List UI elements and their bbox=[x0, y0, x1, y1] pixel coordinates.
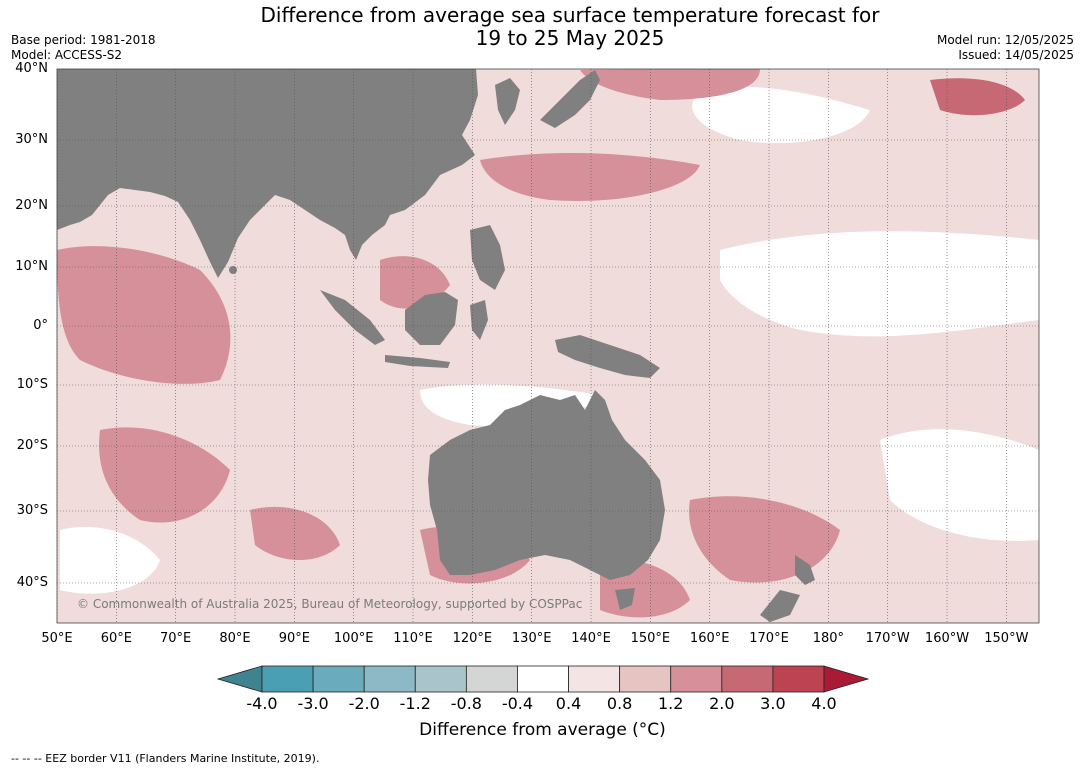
land-new-guinea bbox=[555, 335, 660, 378]
anomaly-zone-pink-south-central bbox=[250, 506, 340, 560]
longitude-label: 150°W bbox=[984, 631, 1029, 646]
colorbar-tick-label: -3.0 bbox=[297, 694, 329, 713]
colorbar-tick-label: 0.8 bbox=[606, 694, 633, 713]
eez-footnote: -- -- -- EEZ border V11 (Flanders Marine… bbox=[11, 752, 320, 765]
land-asia bbox=[57, 69, 478, 278]
land-sri-lanka bbox=[229, 266, 237, 274]
colorbar-bin bbox=[261, 665, 314, 693]
colorbar-tick-label: 3.0 bbox=[760, 694, 786, 713]
latitude-label: 10°S bbox=[16, 377, 48, 392]
longitude-label: 180° bbox=[812, 631, 845, 646]
latitude-label: 20°S bbox=[16, 438, 48, 453]
title-line-1: Difference from average sea surface temp… bbox=[260, 3, 880, 27]
anomaly-zone-pink-north-pacific bbox=[480, 153, 700, 201]
longitude-label: 120°E bbox=[452, 631, 493, 646]
colorbar-bin bbox=[465, 665, 518, 693]
colorbar-extend-low bbox=[216, 665, 263, 693]
anomaly-zone-pink-indian bbox=[57, 246, 231, 384]
colorbar-tick-label: 1.2 bbox=[657, 694, 684, 713]
longitude-label: 110°E bbox=[393, 631, 433, 646]
longitude-label: 50°E bbox=[41, 631, 73, 646]
anomaly-zone-white-equatorial bbox=[720, 231, 1039, 337]
issued-date: Issued: 14/05/2025 bbox=[958, 48, 1074, 62]
land-masses bbox=[57, 69, 815, 622]
land-honshu bbox=[540, 70, 600, 128]
latitude-label: 40°N bbox=[15, 61, 48, 76]
model-name: Model: ACCESS-S2 bbox=[11, 48, 123, 62]
land-nz-south bbox=[760, 590, 800, 622]
longitude-label: 140°E bbox=[571, 631, 611, 646]
longitude-label: 60°E bbox=[100, 631, 132, 646]
longitude-label: 90°E bbox=[278, 631, 310, 646]
base-period: Base period: 1981-2018 bbox=[11, 33, 156, 47]
latitude-label: 0° bbox=[33, 318, 48, 333]
colorbar-bin bbox=[670, 665, 723, 693]
colorbar-bin bbox=[312, 665, 365, 693]
longitude-label: 170°E bbox=[749, 631, 789, 646]
land-nz-north bbox=[795, 555, 815, 585]
colorbar-extend-high bbox=[823, 665, 870, 693]
land-australia bbox=[428, 390, 665, 580]
copyright-notice: © Commonwealth of Australia 2025, Bureau… bbox=[77, 597, 583, 611]
colorbar-bin bbox=[517, 665, 569, 693]
colorbar bbox=[216, 665, 870, 693]
latitude-label: 30°S bbox=[16, 503, 48, 518]
map-frame bbox=[56, 68, 1040, 624]
anomaly-zone-white-south-indian bbox=[60, 526, 160, 594]
colorbar-bin bbox=[619, 665, 672, 693]
colorbar-tick-label: -4.0 bbox=[246, 694, 278, 713]
land-borneo bbox=[405, 292, 458, 345]
longitude-label: 160°W bbox=[924, 631, 970, 646]
latitude-label: 10°N bbox=[15, 259, 48, 274]
land-java bbox=[385, 355, 450, 368]
colorbar-bin bbox=[721, 665, 774, 693]
title-line-2: 19 to 25 May 2025 bbox=[475, 26, 665, 50]
model-info: Base period: 1981-2018 Model: ACCESS-S2 bbox=[11, 33, 156, 63]
colorbar-tick-label: 4.0 bbox=[811, 694, 837, 713]
colorbar-bin bbox=[363, 665, 416, 693]
anomaly-zone-pink-kuroshio bbox=[580, 69, 760, 100]
model-run: Model run: 12/05/2025 bbox=[936, 33, 1074, 47]
colorbar-tick-label: -1.2 bbox=[399, 694, 431, 713]
longitude-label: 130°E bbox=[511, 631, 552, 646]
colorbar-tick-label: -2.0 bbox=[348, 694, 380, 713]
colorbar-tick-label: -0.4 bbox=[501, 694, 534, 713]
anomaly-zone-pink-south-indian bbox=[99, 427, 231, 523]
longitude-label: 160°E bbox=[689, 631, 730, 646]
land-philippines bbox=[470, 225, 505, 290]
colorbar-bin bbox=[568, 665, 621, 693]
colorbar-bin bbox=[772, 665, 825, 693]
land-sulawesi bbox=[470, 300, 488, 340]
land-tasmania bbox=[615, 588, 635, 610]
longitude-label: 80°E bbox=[219, 631, 251, 646]
land-sumatra bbox=[320, 290, 385, 345]
colorbar-bin bbox=[414, 665, 467, 693]
latitude-label: 30°N bbox=[15, 132, 48, 147]
longitude-label: 150°E bbox=[630, 631, 671, 646]
anomaly-zone-red-northeast bbox=[930, 78, 1025, 116]
latitude-label: 40°S bbox=[16, 575, 48, 590]
anomaly-zone-white-south-pacific bbox=[880, 429, 1039, 541]
latitude-label: 20°N bbox=[15, 198, 48, 213]
colorbar-tick-label: -0.8 bbox=[450, 694, 482, 713]
longitude-label: 100°E bbox=[333, 631, 374, 646]
colorbar-tick-label: 0.4 bbox=[555, 694, 582, 713]
map-title: Difference from average sea surface temp… bbox=[0, 4, 1085, 50]
anomaly-zone-white-north-pacific bbox=[692, 86, 870, 144]
land-japan bbox=[495, 78, 520, 125]
colorbar-title: Difference from average (°C) bbox=[419, 720, 666, 740]
colorbar-tick-label: 2.0 bbox=[709, 694, 735, 713]
longitude-label: 70°E bbox=[160, 631, 192, 646]
longitude-label: 170°W bbox=[865, 631, 910, 646]
run-info: Model run: 12/05/2025 Issued: 14/05/2025 bbox=[937, 33, 1074, 63]
